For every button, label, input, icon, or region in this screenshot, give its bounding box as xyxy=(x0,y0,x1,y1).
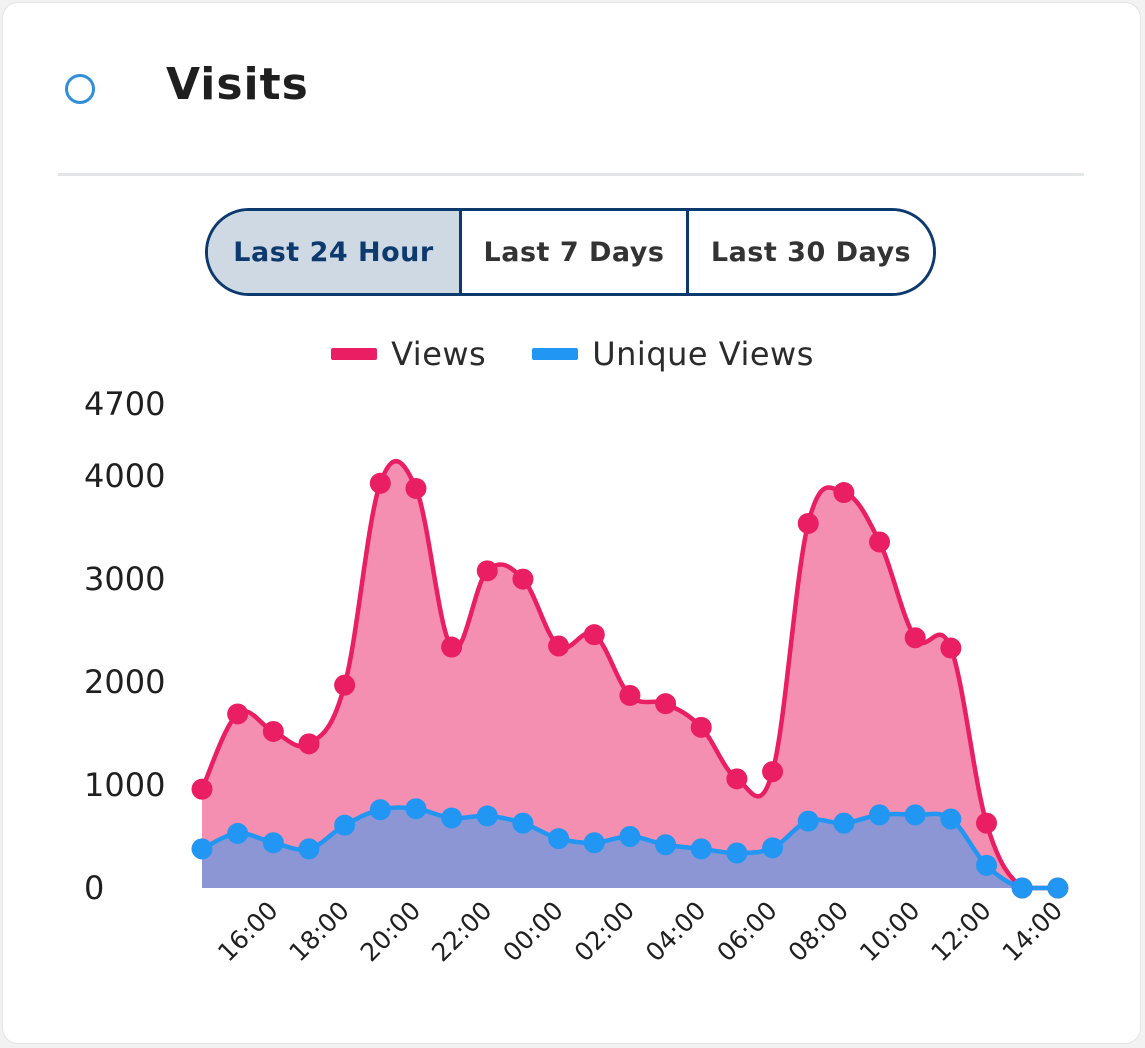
x-tick-label: 22:00 xyxy=(426,896,497,967)
unique-views-point xyxy=(298,838,320,860)
unique-views-point xyxy=(904,804,926,826)
unique-views-point xyxy=(976,854,998,876)
x-tick-label: 16:00 xyxy=(212,896,283,967)
views-point xyxy=(548,635,570,657)
views-point xyxy=(191,778,213,800)
unique-views-point xyxy=(334,814,356,836)
x-tick-label: 10:00 xyxy=(854,896,925,967)
views-point xyxy=(655,693,677,715)
unique-views-point xyxy=(690,838,712,860)
views-point xyxy=(940,637,962,659)
views-point xyxy=(869,531,891,553)
views-point xyxy=(298,733,320,755)
unique-views-point xyxy=(1011,877,1033,899)
legend-item-unique-views[interactable]: Unique Views xyxy=(532,335,814,373)
views-point xyxy=(334,674,356,696)
unique-views-point xyxy=(369,799,391,821)
time-range-selector: Last 24 Hour Last 7 Days Last 30 Days xyxy=(205,208,936,296)
unique-views-point xyxy=(191,838,213,860)
views-point xyxy=(797,512,819,534)
views-point xyxy=(476,560,498,582)
x-tick-label: 04:00 xyxy=(640,896,711,967)
legend-label-unique-views: Unique Views xyxy=(592,335,814,373)
views-point xyxy=(512,568,534,590)
unique-views-point xyxy=(797,810,819,832)
last-7-days-button[interactable]: Last 7 Days xyxy=(459,211,686,293)
x-tick-label: 02:00 xyxy=(569,896,640,967)
x-tick-label: 12:00 xyxy=(925,896,996,967)
unique-views-point xyxy=(262,832,284,854)
unique-views-point xyxy=(940,808,962,830)
x-tick-label: 18:00 xyxy=(283,896,354,967)
x-tick-label: 20:00 xyxy=(355,896,426,967)
views-swatch xyxy=(331,348,378,360)
views-point xyxy=(690,716,712,738)
views-point xyxy=(833,482,855,504)
unique-views-point xyxy=(441,807,463,829)
unique-views-point xyxy=(833,812,855,834)
unique-views-point xyxy=(726,842,748,864)
views-area xyxy=(202,461,1058,888)
y-tick-label: 4000 xyxy=(84,457,165,495)
circle-icon xyxy=(65,74,95,104)
unique-views-swatch xyxy=(532,348,579,360)
unique-views-point xyxy=(619,826,641,848)
views-point xyxy=(619,684,641,706)
divider xyxy=(58,173,1084,176)
unique-views-point xyxy=(405,798,427,820)
last-30-days-button[interactable]: Last 30 Days xyxy=(686,211,933,293)
y-tick-label: 4700 xyxy=(84,385,165,423)
chart-legend: Views Unique Views xyxy=(0,332,1145,376)
unique-views-point xyxy=(548,828,570,850)
y-tick-label: 2000 xyxy=(84,663,165,701)
y-tick-label: 3000 xyxy=(84,560,165,598)
unique-views-point xyxy=(1047,877,1069,899)
legend-item-views[interactable]: Views xyxy=(331,335,486,373)
y-tick-label: 0 xyxy=(84,869,104,907)
unique-views-point xyxy=(227,822,249,844)
x-tick-label: 00:00 xyxy=(497,896,568,967)
unique-views-point xyxy=(583,832,605,854)
x-tick-label: 08:00 xyxy=(783,896,854,967)
unique-views-point xyxy=(476,805,498,827)
unique-views-point xyxy=(762,837,784,859)
views-point xyxy=(762,761,784,783)
last-24-hour-button[interactable]: Last 24 Hour xyxy=(208,211,459,293)
x-tick-label: 06:00 xyxy=(711,896,782,967)
card-title: Visits xyxy=(166,59,309,110)
unique-views-point xyxy=(512,812,534,834)
views-point xyxy=(726,768,748,790)
views-point xyxy=(441,636,463,658)
views-point xyxy=(369,472,391,494)
y-tick-label: 1000 xyxy=(84,766,165,804)
views-point xyxy=(227,703,249,725)
views-point xyxy=(583,624,605,646)
views-point xyxy=(262,720,284,742)
legend-label-views: Views xyxy=(391,335,487,373)
views-point xyxy=(976,812,998,834)
views-point xyxy=(405,477,427,499)
unique-views-point xyxy=(869,804,891,826)
views-point xyxy=(904,627,926,649)
x-tick-label: 14:00 xyxy=(997,896,1068,967)
unique-views-point xyxy=(655,834,677,856)
